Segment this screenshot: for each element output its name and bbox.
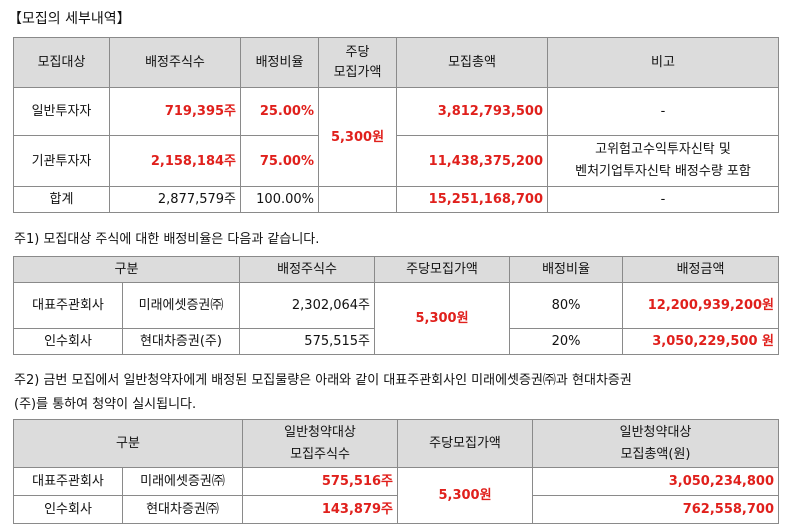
empty-cell	[318, 186, 397, 213]
row-shares: 575,516주	[242, 467, 399, 496]
row-note: -	[547, 87, 779, 136]
row-shares: 2,158,184주	[109, 135, 241, 187]
header-price: 주당모집가액	[374, 256, 511, 283]
header-shares: 배정주식수	[109, 37, 241, 88]
price-cell: 5,300원	[374, 282, 511, 355]
header-ratio: 배정비율	[240, 37, 319, 88]
header-price: 주당모집가액	[397, 419, 534, 468]
header-category: 구분	[12, 256, 241, 283]
section-title: 【모집의 세부내역】	[8, 11, 131, 27]
subscription-table: 구분 일반청약대상 모집주식수 주당모집가액 일반청약대상 모집총액(원) 대표…	[12, 419, 780, 524]
total-ratio: 100.00%	[240, 186, 319, 213]
row-ratio: 80%	[509, 282, 624, 329]
header-price: 주당 모집가액	[318, 37, 397, 88]
row-ratio: 75.00%	[240, 135, 319, 187]
row-shares: 575,515주	[239, 328, 376, 355]
note-2-line-1: 주2) 금번 모집에서 일반청약자에게 배정된 모집물량은 아래와 같이 대표주…	[14, 373, 632, 388]
row-firm: 미래에셋증권㈜	[121, 282, 241, 329]
offering-detail-table: 모집대상 배정주식수 배정비율 주당 모집가액 모집총액 비고 일반투자자 71…	[13, 37, 779, 213]
price-cell: 5,300원	[318, 87, 397, 187]
header-amount: 일반청약대상 모집총액(원)	[532, 419, 780, 468]
total-amount: 15,251,168,700	[396, 186, 548, 213]
row-amount: 3,050,229,500 원	[622, 328, 780, 355]
row-shares: 2,302,064주	[239, 282, 376, 329]
price-cell: 5,300원	[397, 467, 534, 524]
row-note: 고위험고수익투자신탁 및 벤처기업투자신탁 배정수량 포함	[547, 135, 779, 187]
row-firm: 현대차증권㈜	[121, 495, 244, 524]
row-firm: 미래에셋증권㈜	[121, 467, 244, 496]
row-amount: 3,050,234,800	[532, 467, 780, 496]
row-shares: 143,879주	[242, 495, 399, 524]
header-note: 비고	[547, 37, 779, 88]
row-ratio: 20%	[509, 328, 624, 355]
row-amount: 3,812,793,500	[396, 87, 548, 136]
row-amount: 12,200,939,200원	[622, 282, 780, 329]
header-target: 모집대상	[13, 37, 110, 88]
row-target: 일반투자자	[13, 87, 110, 136]
row-shares: 719,395주	[109, 87, 241, 136]
header-total: 모집총액	[396, 37, 548, 88]
row-amount: 762,558,700	[532, 495, 780, 524]
allocation-table: 구분 배정주식수 주당모집가액 배정비율 배정금액 대표주관회사 미래에셋증권㈜…	[12, 256, 780, 355]
note-1: 주1) 모집대상 주식에 대한 배정비율은 다음과 같습니다.	[14, 232, 320, 247]
row-role: 대표주관회사	[13, 467, 123, 496]
header-ratio: 배정비율	[509, 256, 624, 283]
total-note: -	[547, 186, 779, 213]
row-ratio: 25.00%	[240, 87, 319, 136]
total-label: 합계	[13, 186, 110, 213]
row-role: 인수회사	[13, 328, 123, 355]
header-shares: 일반청약대상 모집주식수	[242, 419, 399, 468]
note-2-line-2: (주)를 통하여 청약이 실시됩니다.	[14, 397, 197, 412]
row-role: 대표주관회사	[13, 282, 123, 329]
header-category: 구분	[12, 419, 244, 468]
header-shares: 배정주식수	[239, 256, 376, 283]
row-firm: 현대차증권(주)	[121, 328, 241, 355]
header-amount: 배정금액	[622, 256, 780, 283]
row-role: 인수회사	[13, 495, 123, 524]
row-target: 기관투자자	[13, 135, 110, 187]
total-shares: 2,877,579주	[109, 186, 241, 213]
row-amount: 11,438,375,200	[396, 135, 548, 187]
